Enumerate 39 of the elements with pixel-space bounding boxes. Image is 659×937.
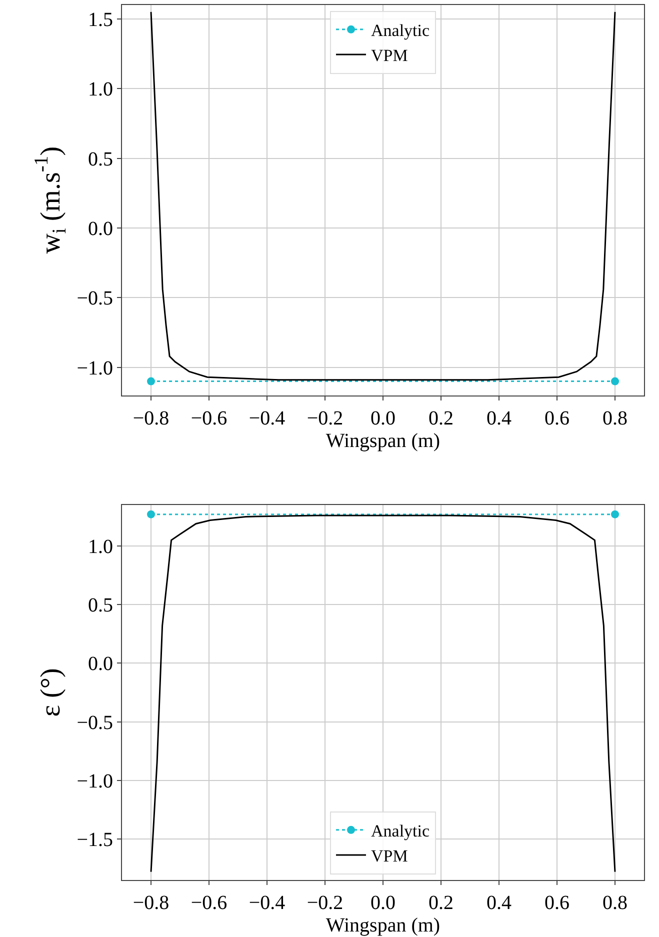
x-tick-label: 0.8 [602, 892, 628, 914]
x-tick-label: −0.2 [306, 892, 344, 914]
y-tick-label: 0.5 [88, 594, 113, 617]
x-tick-label: 0.6 [544, 892, 570, 914]
x-tick-label: −0.2 [306, 407, 344, 430]
x-tick-label: 0.2 [428, 892, 454, 914]
x-tick-label: 0.8 [602, 407, 628, 430]
x-tick-label: 0.0 [370, 407, 396, 430]
legend-label: Analytic [371, 822, 430, 841]
x-tick-label: −0.6 [190, 892, 228, 914]
y-tick-label: 1.5 [88, 8, 113, 31]
y-tick-label: 0.5 [88, 148, 113, 170]
x-tick-label: −0.4 [248, 407, 286, 430]
x-tick-label: 0.2 [428, 407, 454, 430]
y-tick-label: 1.0 [88, 536, 113, 558]
x-tick-label: −0.8 [132, 892, 170, 914]
x-tick-label: −0.4 [248, 892, 286, 914]
y-tick-label: 0.0 [88, 218, 113, 240]
x-tick-label: 0.0 [370, 892, 396, 914]
x-tick-label: 0.4 [486, 892, 512, 914]
y-tick-label: −1.0 [76, 770, 113, 792]
x-tick-label: −0.6 [190, 407, 228, 430]
legend-label: Analytic [371, 21, 430, 40]
x-tick-label: 0.4 [486, 407, 512, 430]
x-axis-title: Wingspan (m) [326, 430, 440, 452]
y-tick-label: −1.0 [76, 357, 113, 380]
legend-label: VPM [371, 846, 408, 866]
x-tick-label: −0.8 [132, 407, 170, 430]
y-tick-label: −0.5 [76, 288, 113, 310]
y-tick-label: −1.5 [76, 828, 113, 851]
y-tick-label: −0.5 [76, 712, 113, 734]
line-series [150, 514, 616, 873]
y-tick-label: 1.0 [88, 78, 113, 101]
x-tick-label: 0.6 [544, 407, 570, 430]
legend-label: VPM [371, 46, 408, 66]
y-axis-title: ε (°) [35, 668, 66, 717]
line-series [150, 11, 616, 381]
x-axis-title: Wingspan (m) [326, 914, 440, 936]
y-tick-label: 0.0 [88, 653, 113, 676]
